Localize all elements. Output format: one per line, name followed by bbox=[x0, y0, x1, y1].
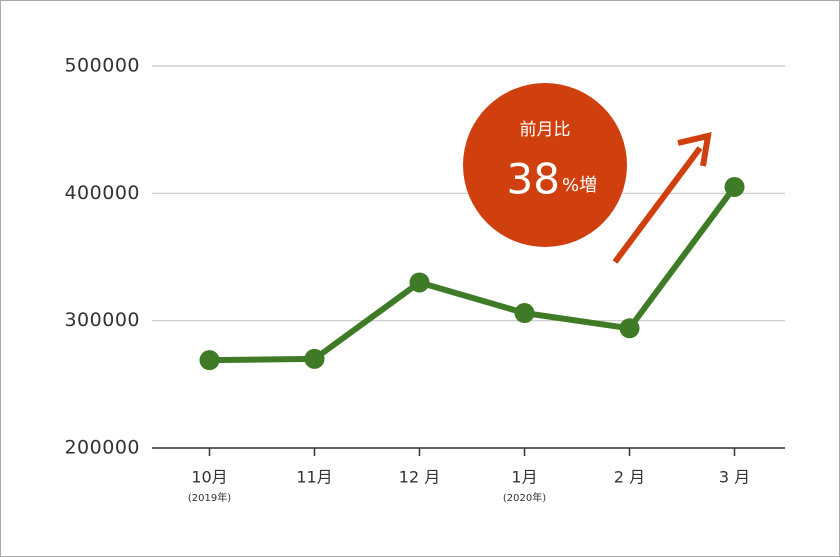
badge bbox=[463, 83, 627, 247]
point bbox=[304, 348, 325, 369]
point bbox=[514, 303, 535, 324]
x-tick-sublabel: (2019年) bbox=[188, 491, 231, 504]
x-tick-label: 12 月 bbox=[399, 468, 440, 487]
point bbox=[199, 350, 220, 371]
x-tick-label: 2 月 bbox=[614, 468, 645, 487]
arrow-head bbox=[677, 132, 712, 167]
x-tick-label: 10月 bbox=[191, 468, 227, 487]
point bbox=[619, 318, 640, 339]
y-tick-label: 200000 bbox=[64, 437, 140, 459]
point bbox=[409, 272, 430, 293]
line bbox=[209, 185, 737, 364]
badge-value: 38 bbox=[507, 155, 560, 204]
y-tick-label: 300000 bbox=[64, 309, 140, 331]
y-tick-label: 400000 bbox=[64, 182, 140, 204]
x-tick-label: 11月 bbox=[296, 468, 332, 487]
point bbox=[724, 176, 745, 197]
badge-label: 前月比 bbox=[520, 120, 571, 140]
badge-unit: %増 bbox=[562, 175, 597, 196]
y-tick-label: 500000 bbox=[64, 55, 140, 77]
arrow-shaft bbox=[612, 146, 703, 264]
x-tick-label: 1月 bbox=[511, 468, 537, 487]
x-tick-label: 3 月 bbox=[719, 468, 750, 487]
x-tick-sublabel: (2020年) bbox=[503, 491, 546, 504]
